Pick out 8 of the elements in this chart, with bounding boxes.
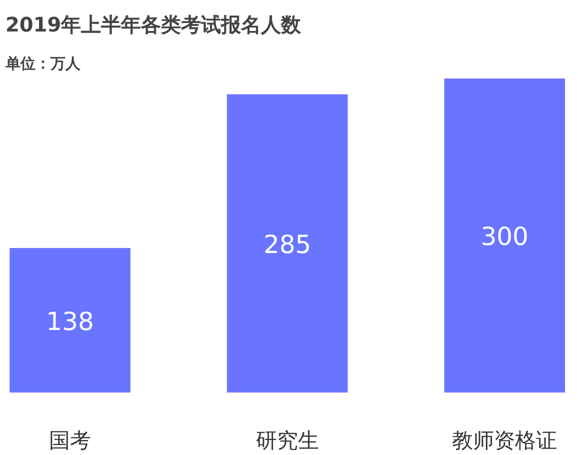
x-tick-label: 研究生 (256, 428, 319, 452)
chart-title: 2019年上半年各类考试报名人数 (6, 12, 302, 36)
x-tick-label: 国考 (49, 428, 92, 452)
data-label: 285 (263, 230, 312, 259)
chart-subtitle: 单位：万人 (4, 54, 82, 72)
x-tick-label: 教师资格证 (452, 428, 558, 452)
data-label: 138 (46, 306, 94, 336)
data-label: 300 (480, 222, 528, 251)
